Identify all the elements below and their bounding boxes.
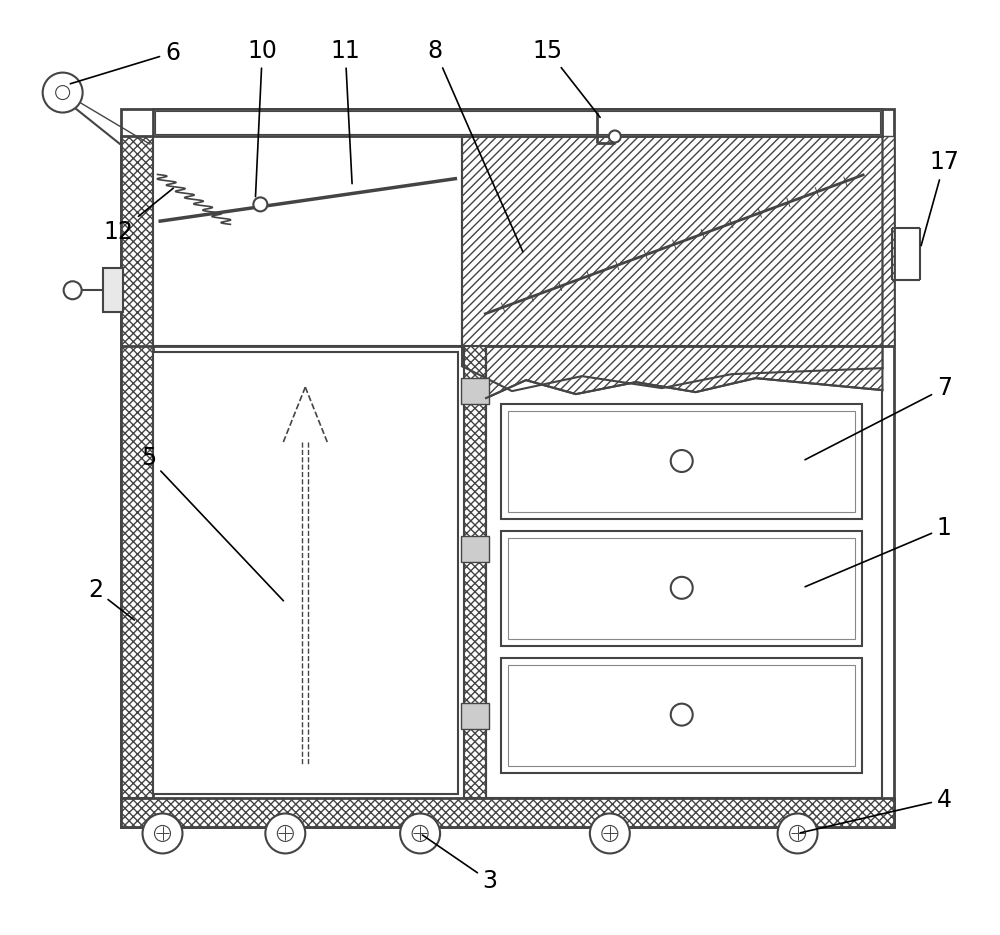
Bar: [153, 137, 462, 346]
Text: 4: 4: [800, 787, 952, 833]
Circle shape: [155, 826, 170, 842]
Bar: [501, 657, 862, 772]
Circle shape: [400, 813, 440, 854]
Bar: [153, 108, 882, 137]
Bar: [462, 137, 882, 346]
Circle shape: [790, 826, 806, 842]
Text: 7: 7: [805, 376, 952, 460]
Bar: [121, 798, 894, 827]
Circle shape: [43, 73, 83, 112]
Circle shape: [671, 577, 693, 598]
Bar: [486, 346, 882, 798]
Circle shape: [265, 813, 305, 854]
Text: 2: 2: [88, 578, 134, 620]
Circle shape: [590, 813, 630, 854]
Polygon shape: [486, 346, 882, 398]
Polygon shape: [462, 137, 882, 391]
Circle shape: [671, 450, 693, 472]
Text: 12: 12: [104, 188, 173, 244]
Bar: [464, 346, 486, 798]
Circle shape: [778, 813, 818, 854]
Bar: [461, 537, 489, 562]
Bar: [882, 137, 894, 346]
Bar: [508, 538, 855, 639]
Circle shape: [412, 826, 428, 842]
Bar: [153, 352, 458, 794]
Bar: [508, 411, 855, 512]
Bar: [508, 665, 855, 766]
Bar: [461, 379, 489, 404]
Bar: [461, 703, 489, 729]
Bar: [121, 137, 153, 798]
Text: 17: 17: [921, 151, 959, 246]
Text: 6: 6: [70, 40, 180, 84]
Circle shape: [64, 281, 82, 299]
Text: 8: 8: [428, 38, 523, 252]
Circle shape: [602, 826, 618, 842]
Text: 1: 1: [805, 516, 952, 587]
Circle shape: [609, 131, 621, 142]
Text: 5: 5: [141, 446, 283, 601]
Bar: [501, 404, 862, 519]
Bar: [155, 110, 880, 135]
Bar: [103, 268, 123, 312]
Text: 3: 3: [422, 835, 498, 893]
Circle shape: [277, 826, 293, 842]
Circle shape: [671, 704, 693, 726]
Text: 15: 15: [533, 38, 600, 117]
Bar: [121, 108, 894, 827]
Text: 11: 11: [330, 38, 360, 183]
Circle shape: [56, 86, 70, 99]
Circle shape: [143, 813, 182, 854]
Circle shape: [253, 197, 267, 211]
Bar: [501, 531, 862, 646]
Text: 10: 10: [247, 38, 277, 196]
